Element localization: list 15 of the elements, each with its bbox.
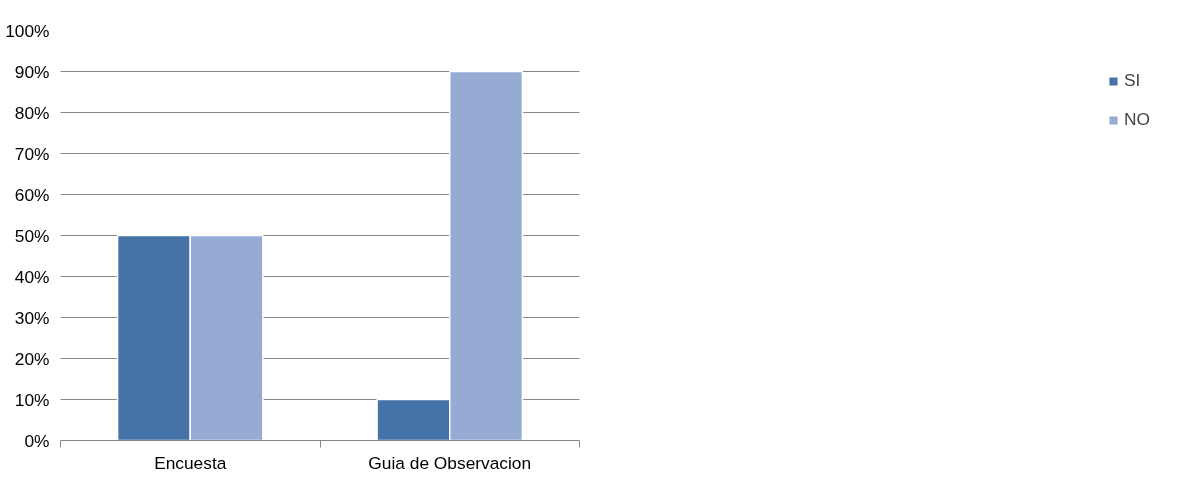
y-tick-label: 50%	[14, 225, 50, 246]
x-tick-label: Guia de Observacion	[368, 452, 532, 473]
x-tick-label: Encuesta	[154, 452, 227, 473]
legend-label: NO	[1124, 109, 1150, 130]
legend-label: SI	[1124, 70, 1142, 91]
y-tick-label: 80%	[14, 102, 50, 123]
y-tick-label: 20%	[14, 348, 50, 369]
y-tick-label: 60%	[14, 184, 50, 205]
y-tick-label: 90%	[14, 61, 50, 82]
y-tick-label: 0%	[24, 430, 50, 451]
y-tick-label: 70%	[14, 143, 50, 164]
y-tick-label: 30%	[14, 307, 50, 328]
y-tick-label: 10%	[14, 389, 50, 410]
y-tick-label: 40%	[14, 266, 50, 287]
y-tick-label: 100%	[5, 20, 50, 41]
